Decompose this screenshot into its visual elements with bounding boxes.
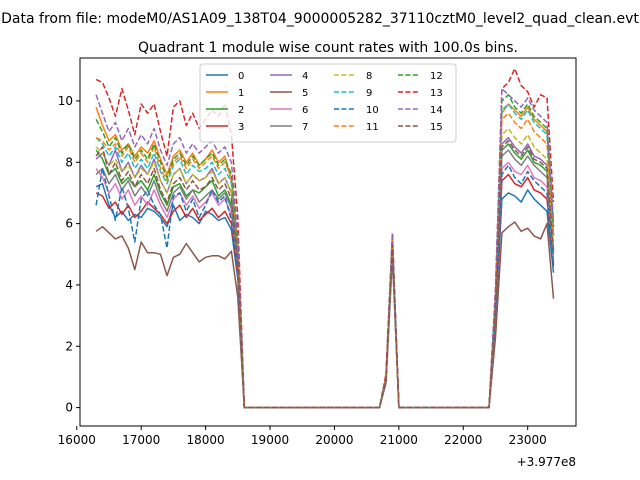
legend-label-5: 5 xyxy=(302,88,308,99)
x-offset-label: +3.977e8 xyxy=(517,455,576,469)
series-line-8 xyxy=(95,127,555,409)
y-tick-label: 0 xyxy=(65,401,73,415)
y-tick-label: 10 xyxy=(58,94,73,108)
x-tick-label: 20000 xyxy=(315,433,353,447)
x-tick-label: 16000 xyxy=(58,433,96,447)
legend-label-10: 10 xyxy=(366,105,379,116)
legend-label-2: 2 xyxy=(238,105,244,116)
legend-label-4: 4 xyxy=(302,71,308,82)
legend-label-0: 0 xyxy=(238,71,244,82)
legend-label-3: 3 xyxy=(238,122,244,133)
x-tick-label: 22000 xyxy=(444,433,482,447)
series-line-14 xyxy=(95,87,555,409)
series-line-13 xyxy=(95,67,555,409)
x-axis: 16000 17000 18000 19000 20000 21000 22000 23000 xyxy=(58,426,547,447)
y-tick-label: 8 xyxy=(65,155,73,169)
x-tick-label: 17000 xyxy=(122,433,160,447)
series-line-3 xyxy=(95,173,555,409)
legend-label-1: 1 xyxy=(238,88,244,99)
legend-label-9: 9 xyxy=(366,88,372,99)
legend-label-11: 11 xyxy=(366,122,379,133)
x-tick-label: 21000 xyxy=(380,433,418,447)
legend-label-7: 7 xyxy=(302,122,308,133)
series-line-0 xyxy=(95,182,555,409)
figure-suptitle: Data from file: modeM0/AS1A09_138T04_900… xyxy=(1,11,639,27)
legend-label-12: 12 xyxy=(430,71,443,82)
legend-label-6: 6 xyxy=(302,105,308,116)
legend-label-13: 13 xyxy=(430,88,443,99)
series-line-9 xyxy=(95,103,555,409)
series-line-1 xyxy=(95,103,555,409)
series-line-2 xyxy=(95,143,555,409)
plot-lines xyxy=(95,67,555,409)
legend-box xyxy=(199,63,457,143)
legend-label-14: 14 xyxy=(430,105,443,116)
y-tick-label: 2 xyxy=(65,339,73,353)
x-tick-label: 19000 xyxy=(251,433,289,447)
series-line-11 xyxy=(95,112,555,409)
x-tick-label: 23000 xyxy=(509,433,547,447)
y-tick-label: 4 xyxy=(65,278,73,292)
legend-label-8: 8 xyxy=(366,71,372,82)
series-line-15 xyxy=(95,140,555,409)
legend-label-15: 15 xyxy=(430,122,443,133)
y-tick-label: 6 xyxy=(65,217,73,231)
x-tick-label: 18000 xyxy=(187,433,225,447)
chart-title: Quadrant 1 module wise count rates with … xyxy=(138,40,518,56)
y-axis: 0 2 4 6 8 10 xyxy=(58,94,80,415)
plot-frame xyxy=(79,57,577,427)
series-line-5 xyxy=(95,221,555,409)
